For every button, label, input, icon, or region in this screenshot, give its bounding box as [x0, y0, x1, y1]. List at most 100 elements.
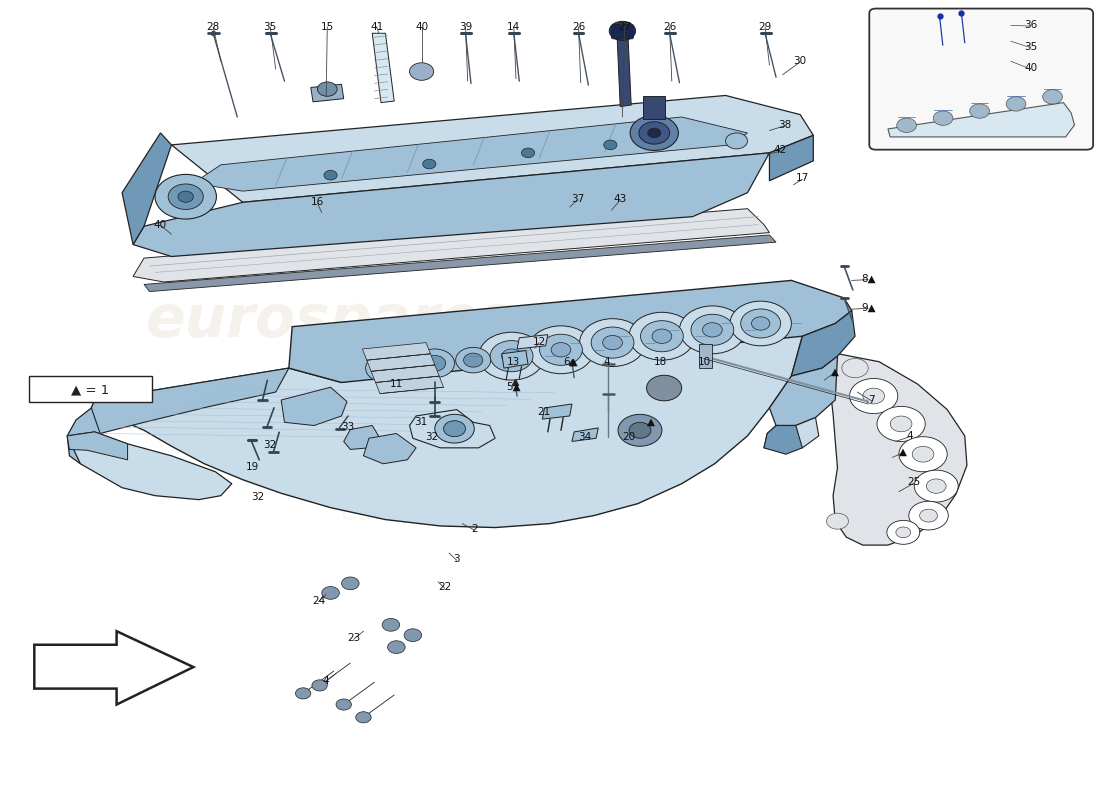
Circle shape — [629, 422, 651, 438]
Polygon shape — [172, 95, 813, 202]
Polygon shape — [34, 631, 194, 705]
Circle shape — [914, 470, 958, 502]
Text: 26: 26 — [663, 22, 676, 32]
Circle shape — [842, 358, 868, 378]
Polygon shape — [888, 102, 1075, 137]
Text: 7: 7 — [868, 395, 875, 405]
Polygon shape — [194, 117, 748, 191]
Text: 43: 43 — [614, 194, 627, 204]
Polygon shape — [282, 387, 346, 426]
Circle shape — [826, 514, 848, 529]
Circle shape — [341, 577, 359, 590]
Circle shape — [521, 148, 535, 158]
Text: 40: 40 — [415, 22, 428, 32]
Polygon shape — [409, 410, 495, 448]
Text: 5▲: 5▲ — [506, 382, 521, 392]
Polygon shape — [363, 434, 416, 464]
Circle shape — [740, 309, 781, 338]
Circle shape — [877, 406, 925, 442]
Text: eurospares: eurospares — [146, 292, 515, 349]
Circle shape — [609, 22, 636, 41]
Polygon shape — [764, 426, 802, 454]
Polygon shape — [67, 408, 111, 464]
Polygon shape — [362, 342, 430, 360]
Text: 33: 33 — [341, 422, 354, 432]
Text: 17: 17 — [795, 174, 808, 183]
Text: 16: 16 — [311, 198, 324, 207]
Circle shape — [355, 712, 371, 723]
Circle shape — [639, 122, 670, 144]
Circle shape — [926, 479, 946, 494]
Circle shape — [730, 301, 791, 346]
Text: 21: 21 — [537, 407, 550, 417]
Text: 30: 30 — [793, 56, 806, 66]
Text: 14: 14 — [507, 22, 520, 32]
Circle shape — [415, 349, 454, 378]
Polygon shape — [617, 34, 631, 106]
Polygon shape — [371, 365, 439, 382]
Circle shape — [455, 347, 491, 373]
Text: 4: 4 — [906, 431, 913, 441]
Circle shape — [591, 327, 634, 358]
Text: 34: 34 — [579, 433, 592, 442]
Circle shape — [603, 335, 623, 350]
Circle shape — [168, 184, 204, 210]
Text: 4: 4 — [604, 357, 611, 366]
Circle shape — [895, 527, 911, 538]
Text: 19: 19 — [246, 462, 260, 472]
Text: 24: 24 — [312, 596, 326, 606]
Text: ▲ = 1: ▲ = 1 — [72, 383, 109, 396]
Text: ▲: ▲ — [900, 447, 908, 457]
Circle shape — [849, 378, 898, 414]
Circle shape — [604, 140, 617, 150]
Polygon shape — [144, 235, 776, 291]
Polygon shape — [542, 404, 572, 419]
Polygon shape — [769, 356, 837, 426]
Polygon shape — [572, 428, 598, 442]
Circle shape — [502, 349, 521, 363]
Text: 38: 38 — [778, 120, 791, 130]
Text: 25: 25 — [908, 477, 921, 487]
Circle shape — [324, 170, 337, 180]
Text: 35: 35 — [1024, 42, 1037, 52]
Polygon shape — [133, 209, 769, 282]
Text: 32: 32 — [264, 441, 277, 450]
Circle shape — [630, 115, 679, 150]
Circle shape — [409, 62, 433, 80]
Circle shape — [422, 159, 436, 169]
Circle shape — [890, 416, 912, 432]
Polygon shape — [769, 135, 813, 181]
Circle shape — [1006, 97, 1026, 111]
Circle shape — [912, 446, 934, 462]
Circle shape — [322, 586, 339, 599]
Polygon shape — [311, 84, 343, 102]
Circle shape — [680, 306, 746, 354]
Text: 26: 26 — [572, 22, 585, 32]
Text: 4: 4 — [323, 676, 330, 686]
Circle shape — [434, 414, 474, 443]
Text: 32: 32 — [425, 432, 438, 442]
Circle shape — [899, 437, 947, 472]
Text: 15: 15 — [320, 22, 334, 32]
Polygon shape — [91, 281, 802, 527]
Circle shape — [387, 641, 405, 654]
Circle shape — [887, 520, 920, 544]
Text: since 1985: since 1985 — [513, 345, 697, 423]
Circle shape — [443, 421, 465, 437]
Circle shape — [629, 312, 695, 360]
Text: 41: 41 — [370, 22, 383, 32]
FancyBboxPatch shape — [612, 25, 634, 39]
Circle shape — [178, 191, 194, 202]
Circle shape — [920, 509, 937, 522]
Text: 27: 27 — [618, 22, 631, 32]
Text: 28: 28 — [207, 22, 220, 32]
Circle shape — [647, 375, 682, 401]
FancyBboxPatch shape — [869, 9, 1093, 150]
Circle shape — [618, 414, 662, 446]
Text: ▲: ▲ — [647, 417, 654, 426]
Text: 10: 10 — [698, 357, 712, 366]
Text: 36: 36 — [1024, 20, 1037, 30]
Polygon shape — [791, 310, 855, 376]
Text: ▲: ▲ — [832, 366, 839, 376]
Circle shape — [970, 104, 989, 118]
